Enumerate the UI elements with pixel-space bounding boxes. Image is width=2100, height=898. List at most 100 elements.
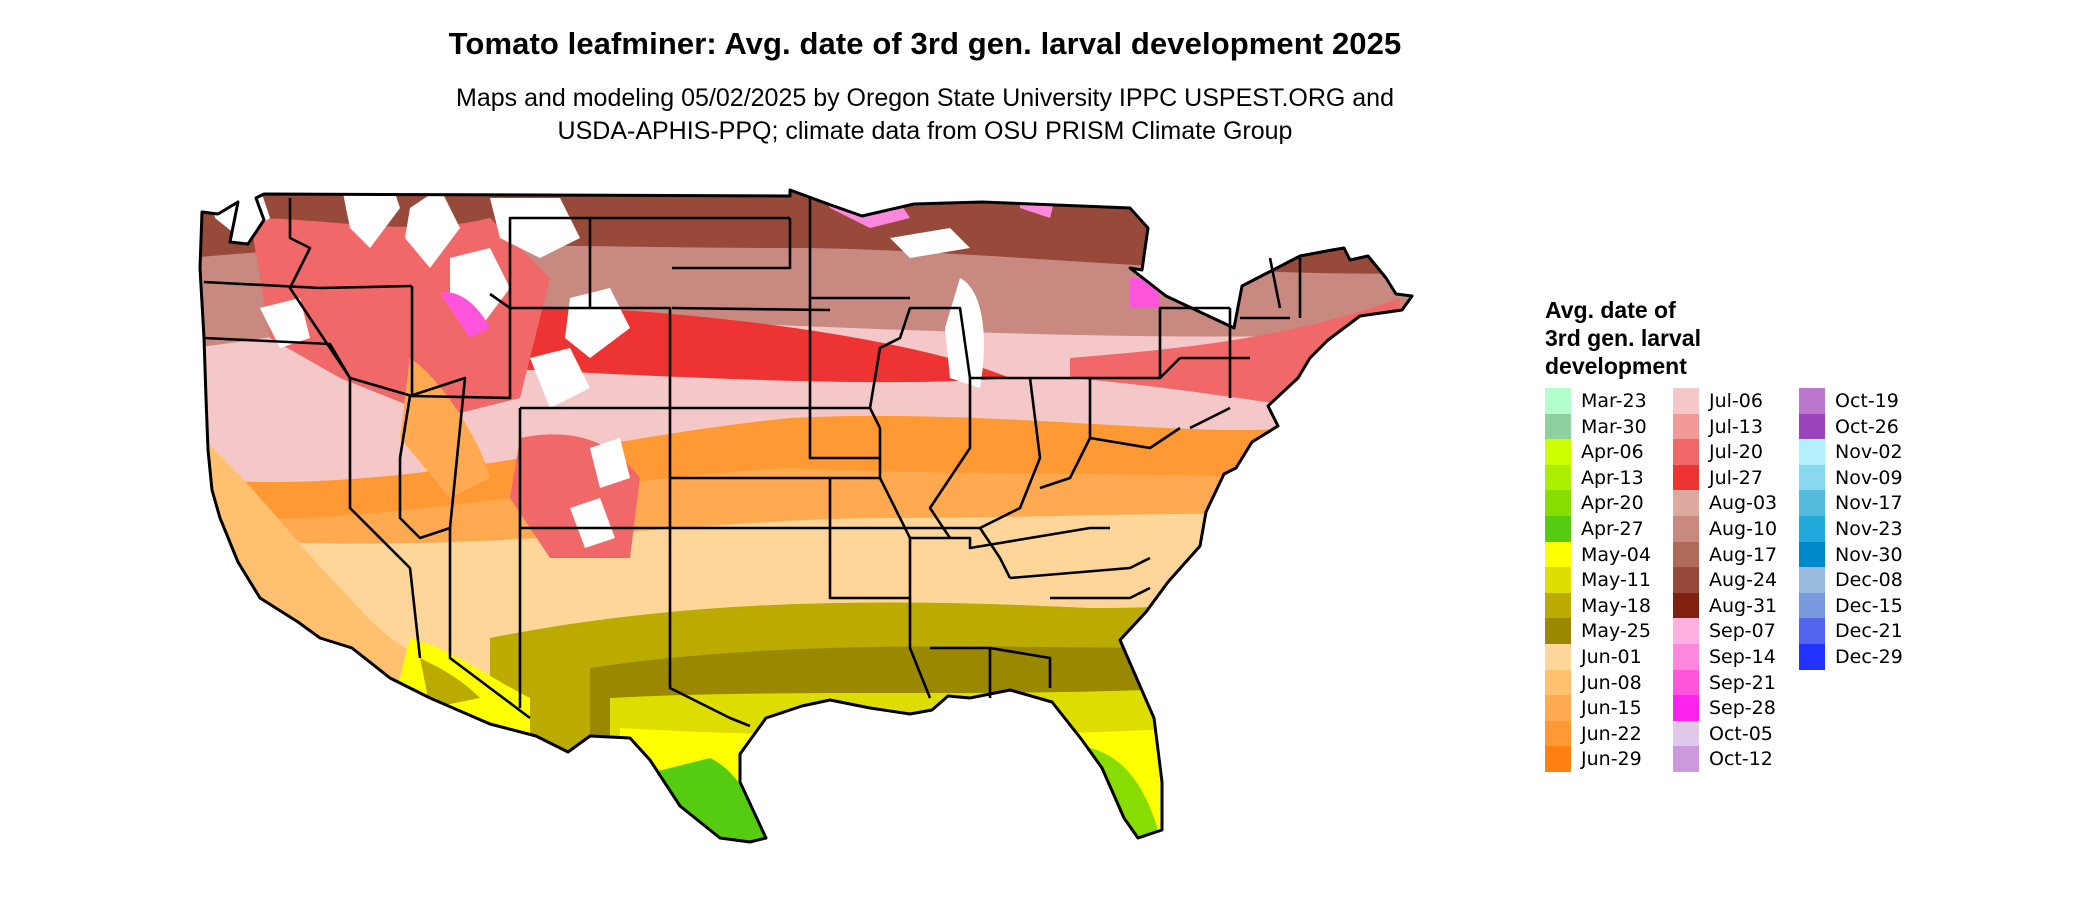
legend-item: Sep-14 (1673, 644, 1803, 670)
legend-swatch (1545, 644, 1571, 670)
legend-label: May-04 (1581, 543, 1651, 566)
legend-item: Apr-06 (1545, 439, 1675, 465)
legend-label: Sep-14 (1709, 646, 1776, 668)
legend-title-line-3: development (1545, 353, 1687, 379)
legend-label: Mar-23 (1581, 390, 1647, 412)
legend-swatch (1673, 644, 1699, 670)
legend-swatch (1545, 695, 1571, 721)
legend-swatch (1673, 464, 1699, 491)
legend-swatch (1799, 413, 1825, 440)
legend-label: Jul-13 (1709, 415, 1763, 438)
legend-item: Jun-01 (1545, 644, 1675, 670)
legend-label: Jun-08 (1581, 671, 1642, 694)
legend-label: Jun-15 (1581, 697, 1642, 720)
legend-swatch (1545, 541, 1571, 568)
legend-swatch (1545, 439, 1571, 465)
legend-label: Sep-21 (1709, 671, 1776, 694)
legend-swatch (1673, 669, 1699, 696)
legend-label: May-11 (1581, 569, 1651, 592)
legend-item: Jun-22 (1545, 720, 1675, 747)
legend-title-line-1: Avg. date of (1545, 297, 1676, 323)
legend-swatch (1799, 592, 1825, 619)
legend-swatch (1673, 592, 1699, 619)
legend-swatch (1545, 464, 1571, 491)
legend-label: Aug-17 (1709, 543, 1778, 566)
legend-swatch (1799, 618, 1825, 644)
legend-item: Dec-29 (1799, 644, 1929, 670)
legend-swatch (1799, 516, 1825, 542)
legend-item: May-18 (1545, 592, 1675, 619)
legend-item: Jun-15 (1545, 695, 1675, 721)
legend-title: Avg. date of 3rd gen. larval development (1545, 296, 1785, 380)
legend-label: Nov-02 (1835, 441, 1903, 464)
legend-item: Dec-08 (1799, 567, 1929, 593)
legend-swatch (1799, 567, 1825, 593)
legend-item: Nov-09 (1799, 464, 1929, 491)
legend-swatch (1545, 490, 1571, 516)
legend-item: Aug-17 (1673, 541, 1803, 568)
legend-item: Jul-20 (1673, 439, 1803, 465)
legend-label: Dec-29 (1835, 646, 1903, 668)
legend-swatch (1673, 618, 1699, 644)
legend-label: Oct-12 (1709, 748, 1773, 771)
legend-swatch (1799, 388, 1825, 414)
legend-swatch (1673, 439, 1699, 465)
legend-label: Jul-06 (1709, 390, 1763, 412)
legend-item: Jul-13 (1673, 413, 1803, 440)
legend-item: Apr-27 (1545, 516, 1675, 542)
legend-item: Mar-30 (1545, 413, 1675, 440)
legend-label: Oct-19 (1835, 390, 1899, 412)
legend-item: Aug-31 (1673, 592, 1803, 619)
legend-swatch (1799, 644, 1825, 670)
map-legend: Avg. date of 3rd gen. larval development… (1545, 296, 1903, 772)
legend-label: Aug-31 (1709, 594, 1778, 617)
subtitle-line-2: USDA-APHIS-PPQ; climate data from OSU PR… (557, 117, 1293, 145)
map-subtitle: Maps and modeling 05/02/2025 by Oregon S… (0, 82, 2100, 148)
legend-label: Nov-17 (1835, 492, 1903, 515)
legend-item: Nov-23 (1799, 516, 1929, 542)
legend-item: Aug-10 (1673, 516, 1803, 542)
legend-label: Mar-30 (1581, 415, 1647, 438)
legend-swatch (1799, 439, 1825, 465)
legend-item: Jul-06 (1673, 388, 1803, 414)
legend-label: Nov-09 (1835, 466, 1903, 489)
legend-label: Nov-23 (1835, 518, 1903, 540)
legend-item: Aug-03 (1673, 490, 1803, 516)
legend-swatch (1799, 490, 1825, 516)
legend-label: Oct-05 (1709, 722, 1773, 745)
legend-label: Dec-15 (1835, 594, 1903, 617)
legend-label: Aug-10 (1709, 518, 1778, 540)
legend-item: Apr-13 (1545, 464, 1675, 491)
legend-label: Jun-22 (1581, 722, 1642, 745)
legend-item: Nov-17 (1799, 490, 1929, 516)
legend-swatch (1545, 746, 1571, 772)
legend-item: Nov-30 (1799, 541, 1929, 568)
legend-item: Dec-21 (1799, 618, 1929, 644)
legend-swatch (1545, 592, 1571, 619)
legend-label: Aug-03 (1709, 492, 1778, 515)
legend-swatch (1545, 413, 1571, 440)
legend-swatch (1545, 720, 1571, 747)
legend-item: Aug-24 (1673, 567, 1803, 593)
legend-item: May-25 (1545, 618, 1675, 644)
legend-item: Jul-27 (1673, 464, 1803, 491)
legend-label: Jun-01 (1581, 646, 1642, 668)
legend-label: Aug-24 (1709, 569, 1778, 592)
legend-item: Oct-19 (1799, 388, 1929, 414)
legend-item: Dec-15 (1799, 592, 1929, 619)
legend-label: Jul-27 (1709, 466, 1763, 489)
legend-label: Apr-27 (1581, 518, 1644, 540)
legend-item: Sep-07 (1673, 618, 1803, 644)
legend-swatch (1545, 669, 1571, 696)
legend-label: Dec-21 (1835, 620, 1903, 643)
legend-swatch (1673, 746, 1699, 772)
legend-label: Oct-26 (1835, 415, 1899, 438)
legend-item: Mar-23 (1545, 388, 1675, 414)
legend-item: Sep-21 (1673, 669, 1803, 696)
state-borders (203, 196, 1302, 728)
legend-label: Apr-13 (1581, 466, 1644, 489)
legend-swatch (1799, 541, 1825, 568)
legend-swatch (1673, 695, 1699, 721)
legend-label: May-25 (1581, 620, 1651, 643)
legend-label: Nov-30 (1835, 543, 1903, 566)
